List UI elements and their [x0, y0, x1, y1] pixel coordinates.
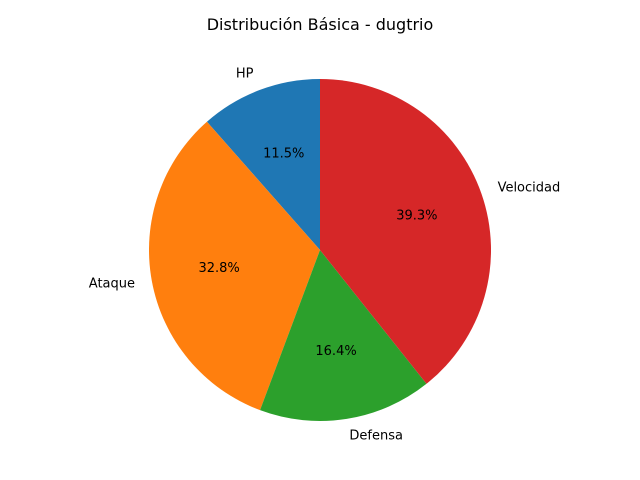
pie-slice-velocidad — [320, 78, 492, 384]
pie-category-label-hp: HP — [236, 67, 254, 82]
pie-slice-hp — [206, 79, 320, 250]
chart-title: Distribución Básica - dugtrio — [207, 15, 434, 34]
pie-slices — [149, 78, 492, 422]
pie-value-label-ataque: 32.8% — [198, 261, 239, 276]
pie-category-label-defensa: Defensa — [349, 428, 403, 443]
pie-slice-ataque — [149, 121, 320, 411]
pie-labels: 11.5% HP 32.8% Ataque 16.4% Defensa 39.3% Veloc… — [89, 67, 560, 444]
pie-value-label-defensa: 16.4% — [315, 344, 356, 359]
pie-category-label-ataque: Ataque — [89, 277, 135, 292]
pie-category-label-velocidad: Velocidad — [498, 180, 561, 195]
pie-value-label-velocidad: 39.3% — [396, 209, 437, 224]
pie-value-label-hp: 11.5% — [263, 147, 304, 162]
pie-slice-defensa — [260, 250, 427, 422]
